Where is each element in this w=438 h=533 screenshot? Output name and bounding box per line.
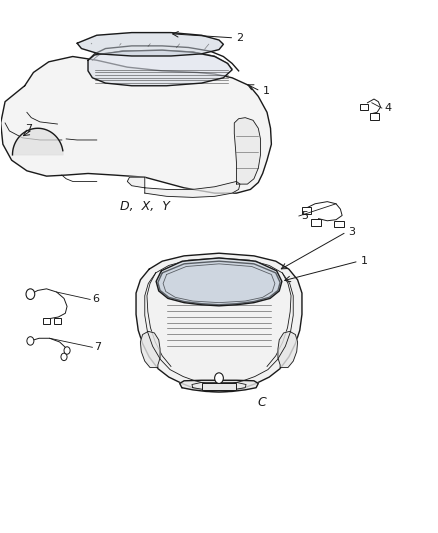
Bar <box>360 103 368 110</box>
Polygon shape <box>278 332 297 368</box>
Text: 1: 1 <box>263 86 270 96</box>
Bar <box>311 220 321 227</box>
Polygon shape <box>1 56 272 193</box>
Bar <box>202 383 236 390</box>
Circle shape <box>61 353 67 361</box>
Text: C: C <box>258 395 266 409</box>
Polygon shape <box>234 118 261 184</box>
Bar <box>42 318 50 324</box>
Polygon shape <box>136 253 302 392</box>
Circle shape <box>26 289 35 300</box>
Text: 7: 7 <box>25 124 32 134</box>
Polygon shape <box>77 33 223 56</box>
Bar <box>334 221 344 228</box>
Text: D,  X,  Y: D, X, Y <box>120 200 170 213</box>
Text: 2: 2 <box>237 33 244 43</box>
Polygon shape <box>141 332 160 368</box>
Polygon shape <box>156 258 282 306</box>
Bar <box>301 207 311 214</box>
Text: 4: 4 <box>384 103 391 113</box>
Text: 5: 5 <box>301 211 308 221</box>
Text: 1: 1 <box>361 256 368 266</box>
Text: 7: 7 <box>95 342 102 352</box>
Circle shape <box>64 347 70 354</box>
Circle shape <box>27 337 34 345</box>
Polygon shape <box>158 261 280 305</box>
Polygon shape <box>88 50 232 86</box>
Polygon shape <box>127 177 240 197</box>
Text: 3: 3 <box>349 227 356 237</box>
Circle shape <box>215 373 223 383</box>
Polygon shape <box>180 380 258 392</box>
Bar <box>370 113 379 120</box>
Polygon shape <box>12 128 63 155</box>
Text: 6: 6 <box>92 294 99 304</box>
Bar <box>53 318 61 324</box>
